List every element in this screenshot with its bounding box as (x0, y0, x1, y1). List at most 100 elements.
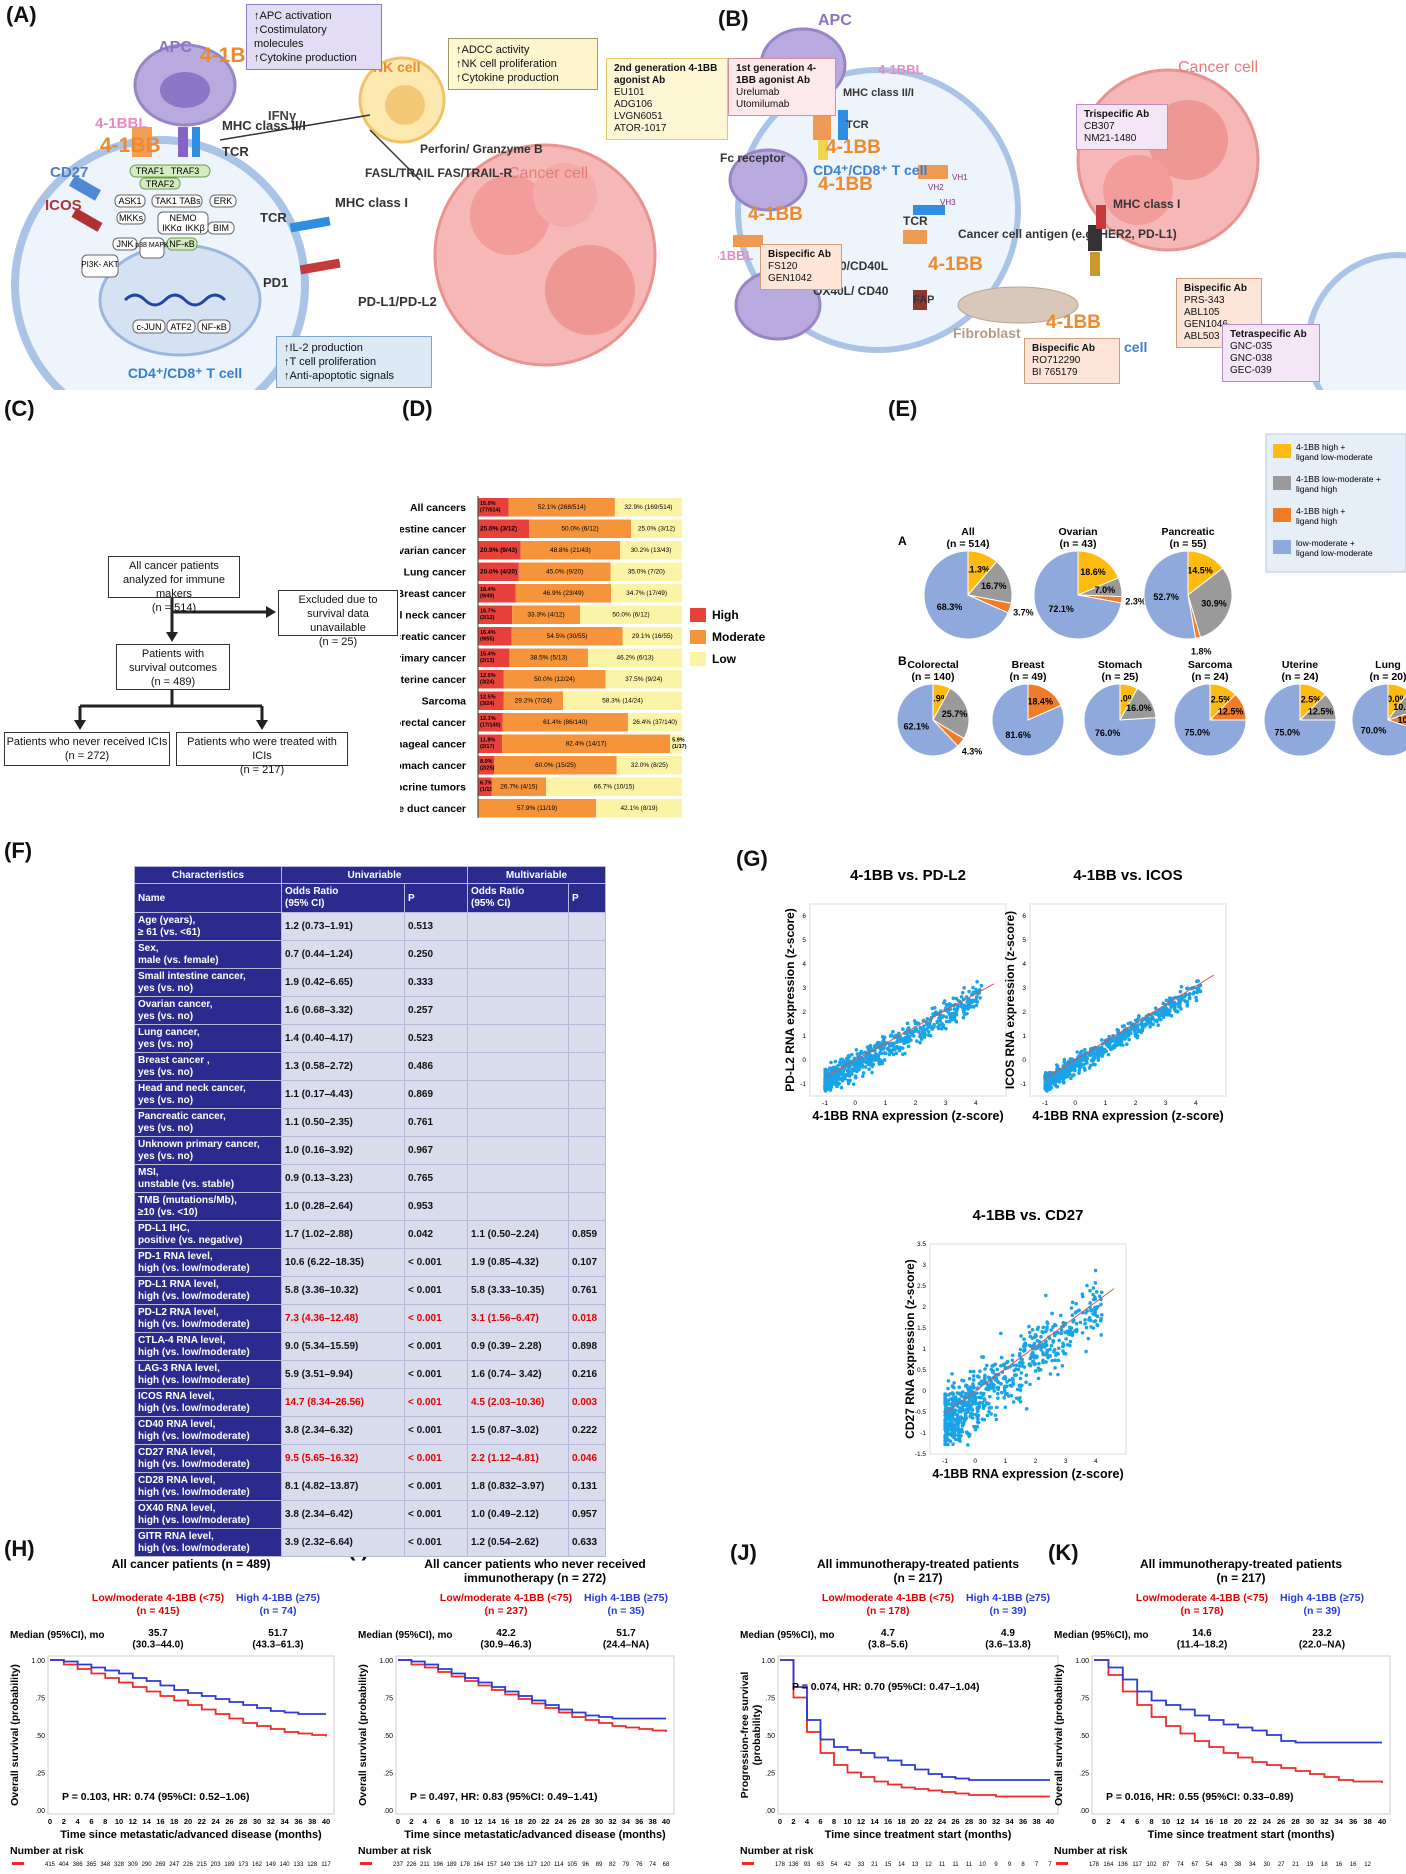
cell-or-uni: 3.9 (2.32–6.64) (281, 1528, 405, 1557)
tcr-label: TCR (846, 119, 869, 131)
scatter-point (943, 999, 947, 1003)
scatter-point (1041, 1350, 1045, 1355)
km-curve-low (50, 1659, 327, 1737)
scatter-point (1058, 1313, 1063, 1318)
receptor-4-1bb-icon (132, 127, 152, 157)
scatter-point (944, 1026, 948, 1031)
panel-label-d: (D) (402, 396, 433, 421)
scatter-point (1059, 1331, 1063, 1336)
receptor-mhc-icon (178, 127, 188, 157)
scatter-point (1100, 1038, 1104, 1042)
bi3-title: Bispecific Ab (1032, 343, 1095, 354)
arrow-head (166, 632, 178, 642)
apc-label: APC (818, 12, 852, 29)
scatter-point (955, 1391, 960, 1395)
scatter-point (936, 1026, 941, 1031)
x-tick-label: 16 (501, 1817, 509, 1826)
scatter-point (951, 996, 956, 1001)
cell-p-uni: 0.486 (404, 1052, 468, 1081)
scatter-point (960, 990, 965, 995)
scatter-point (1049, 1328, 1054, 1332)
scatter-point (952, 1011, 957, 1016)
scatter-point (1033, 1361, 1037, 1366)
panel-label-c: (C) (4, 396, 35, 421)
cell-p-multi (568, 1108, 606, 1137)
bi3-box: Bispecific Ab RO712290 BI 765179 (1024, 338, 1120, 384)
scatter-point (961, 1422, 966, 1426)
row-label-b: B (898, 654, 907, 668)
table-row: Breast cancer , yes (vs. no) 1.3 (0.58–2.… (134, 1052, 606, 1081)
scatter-point (1019, 1357, 1024, 1362)
scatter-point (1018, 1388, 1023, 1392)
cell-or-multi (467, 940, 569, 969)
scatter-point (1044, 1329, 1048, 1334)
scatter-point (950, 1372, 954, 1376)
x-tick-label: 4 (1121, 1817, 1126, 1826)
scatter-point (1072, 1318, 1076, 1323)
scatter-point (986, 1387, 991, 1392)
x-tick-label: 24 (555, 1817, 564, 1826)
scatter-point (973, 1427, 978, 1432)
bar-data-label: 12.5% (3/24) (480, 695, 496, 707)
x-tick-label: 18 (897, 1817, 905, 1826)
km-plot-area (1091, 1655, 1391, 1815)
scatter-point (1051, 1325, 1055, 1329)
cell-p-multi: 0.046 (568, 1444, 606, 1473)
apc-effect: ↑Costimulatory molecules (254, 24, 327, 50)
scatter-point (848, 1078, 852, 1083)
scatter-point (968, 1387, 973, 1391)
bar-data-label: 46.2% (6/13) (616, 655, 653, 662)
table-row: OX40 RNA level, high (vs. low/moderate) 3… (134, 1500, 606, 1529)
p38-node (139, 237, 165, 259)
scatter-point (846, 1081, 851, 1086)
risk-low-count: 18 (1321, 1862, 1328, 1868)
km-legend-high-n: (n = 74) (259, 1605, 296, 1617)
pie-chart: Colorectal(n = 140) 7.9% 25.7% 4.3% 62.1% (896, 659, 982, 757)
panel-a-diagram: TRAF1 TRAF3 TRAF2 ASK1 TAK1 TABs ERK MKK… (11, 39, 657, 390)
cell-name: CTLA-4 RNA level, high (vs. low/moderate… (134, 1332, 282, 1361)
x-tick-label: 32 (1320, 1817, 1328, 1826)
pie-slice-label: 7.9% (928, 693, 949, 703)
x-tick-label: 38 (1363, 1817, 1371, 1826)
tri-title: Trispecific Ab (1084, 109, 1150, 120)
scatter-point (847, 1065, 851, 1069)
cell-name: Ovarian cancer, yes (vs. no) (134, 996, 282, 1025)
km-x-label: Time since metastatic/advanced disease (… (404, 1829, 666, 1841)
receptor-cd27-icon (69, 175, 101, 201)
bar-data-label: 30.2% (13/43) (631, 547, 672, 554)
scatter-point (1083, 1321, 1087, 1326)
scatter-point (866, 1058, 871, 1062)
y-tick-label: .00 (1079, 1808, 1089, 1815)
scatter-point (1078, 1320, 1083, 1325)
x-tick-label: 1 (1104, 1100, 1108, 1107)
scatter-point (829, 1060, 833, 1065)
scatter-point (871, 1062, 875, 1067)
risk-low-count: 16 (1350, 1862, 1357, 1868)
scatter-point (1070, 1300, 1075, 1305)
cell-p-uni: 0.257 (404, 996, 468, 1025)
bi2-item: ABL105 (1184, 307, 1220, 318)
scatter-point (1080, 1330, 1085, 1335)
scatter-point (962, 985, 966, 990)
plot-area (1029, 903, 1227, 1097)
scatter-point (975, 1409, 980, 1413)
pie-slice-label: 12.5% (1206, 694, 1232, 704)
risk-low-count: 136 (788, 1862, 799, 1868)
scatter-point (1133, 1027, 1138, 1032)
y-tick-label: 2 (802, 1009, 806, 1016)
km-median-high: 4.9 (3.6–13.8) (985, 1628, 1031, 1651)
pie-slice (896, 683, 959, 757)
scatter-point (996, 1387, 1001, 1392)
receptor-4-1bb-icon (918, 165, 948, 179)
scatter-point (930, 1027, 934, 1031)
scatter-point (1028, 1363, 1033, 1368)
risk-low-count: 164 (473, 1862, 484, 1868)
x-tick-label: 4 (1194, 1100, 1198, 1107)
scatter-point (1164, 1007, 1168, 1011)
x-tick-label: 32 (608, 1817, 616, 1826)
y-tick-label: 3 (922, 1262, 926, 1269)
cell-p-multi (568, 1164, 606, 1193)
risk-low-count: 117 (321, 1862, 331, 1868)
cell-name: TMB (mutations/Mb), ≥10 (vs. <10) (134, 1192, 282, 1221)
y-tick-label: .25 (383, 1771, 393, 1778)
